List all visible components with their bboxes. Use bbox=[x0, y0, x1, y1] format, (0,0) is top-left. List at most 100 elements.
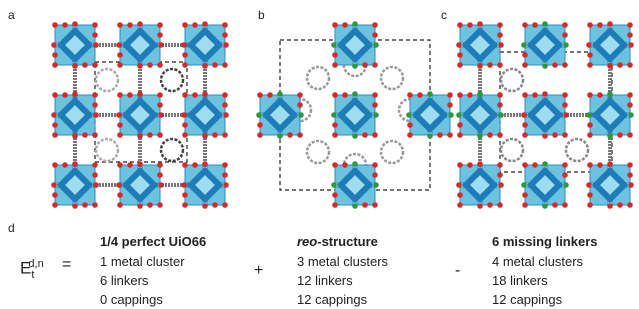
atom bbox=[427, 133, 433, 139]
atom bbox=[522, 92, 528, 98]
linker-ring bbox=[501, 139, 523, 161]
atom bbox=[542, 203, 548, 209]
atom bbox=[607, 91, 613, 97]
atom bbox=[497, 132, 503, 138]
atom bbox=[202, 133, 208, 139]
atom bbox=[562, 172, 568, 178]
atom bbox=[447, 132, 453, 138]
atom bbox=[51, 182, 57, 188]
atom bbox=[157, 162, 163, 168]
atom bbox=[627, 172, 633, 178]
atom bbox=[587, 22, 593, 28]
atom bbox=[586, 112, 592, 118]
atom bbox=[417, 92, 423, 98]
linker-ring bbox=[381, 67, 403, 89]
atom bbox=[372, 162, 378, 168]
atom bbox=[332, 162, 338, 168]
atom bbox=[352, 21, 358, 27]
term-line: 12 cappings bbox=[297, 291, 367, 309]
atom bbox=[157, 62, 163, 68]
atom bbox=[447, 92, 453, 98]
panel-label: d bbox=[8, 219, 15, 237]
panel-label: a bbox=[8, 6, 15, 24]
atom bbox=[277, 91, 283, 97]
linker-ring bbox=[566, 139, 588, 161]
linker-ring bbox=[307, 141, 329, 163]
atom bbox=[563, 112, 569, 118]
atom bbox=[563, 182, 569, 188]
atom bbox=[457, 62, 463, 68]
atom bbox=[116, 112, 122, 118]
atom bbox=[552, 132, 558, 138]
atom bbox=[372, 32, 378, 38]
atom bbox=[62, 22, 68, 28]
atom bbox=[562, 32, 568, 38]
atom bbox=[467, 92, 473, 98]
term-line: 6 linkers bbox=[100, 272, 148, 290]
atom bbox=[222, 102, 228, 108]
atom bbox=[372, 202, 378, 208]
atom bbox=[117, 122, 123, 128]
atom bbox=[352, 203, 358, 209]
atom bbox=[52, 122, 58, 128]
atom bbox=[456, 182, 462, 188]
atom bbox=[587, 132, 593, 138]
atom bbox=[223, 112, 229, 118]
atom bbox=[117, 52, 123, 58]
atom bbox=[52, 22, 58, 28]
atom bbox=[487, 62, 493, 68]
atom bbox=[137, 91, 143, 97]
atom bbox=[497, 162, 503, 168]
atom bbox=[362, 202, 368, 208]
atom bbox=[212, 62, 218, 68]
atom bbox=[137, 203, 143, 209]
atom bbox=[51, 42, 57, 48]
atom bbox=[93, 112, 99, 118]
atom bbox=[627, 162, 633, 168]
term-line: 3 metal clusters bbox=[297, 253, 388, 271]
atom bbox=[158, 182, 164, 188]
atom bbox=[147, 132, 153, 138]
atom bbox=[457, 132, 463, 138]
atom bbox=[477, 21, 483, 27]
atom bbox=[72, 133, 78, 139]
atom bbox=[522, 62, 528, 68]
atom bbox=[532, 22, 538, 28]
atom bbox=[477, 63, 483, 69]
atom bbox=[277, 133, 283, 139]
atom bbox=[487, 132, 493, 138]
atom bbox=[522, 52, 528, 58]
atom bbox=[372, 102, 378, 108]
atom bbox=[607, 133, 613, 139]
atom bbox=[72, 21, 78, 27]
atom bbox=[222, 62, 228, 68]
figure: a b c d Etd,n = 1/4 perfect UiO66 1 meta… bbox=[0, 0, 639, 309]
atom bbox=[92, 22, 98, 28]
atom bbox=[257, 122, 263, 128]
atom bbox=[457, 122, 463, 128]
atom bbox=[158, 112, 164, 118]
term-line: 0 cappings bbox=[100, 291, 163, 309]
atom bbox=[182, 52, 188, 58]
atom bbox=[597, 92, 603, 98]
atom bbox=[72, 203, 78, 209]
atom bbox=[467, 162, 473, 168]
operator: + bbox=[254, 262, 263, 280]
atom bbox=[532, 162, 538, 168]
atom bbox=[627, 62, 633, 68]
atom bbox=[587, 162, 593, 168]
atom bbox=[297, 132, 303, 138]
atom bbox=[562, 22, 568, 28]
atom bbox=[552, 62, 558, 68]
term-line: 18 linkers bbox=[492, 272, 548, 290]
atom bbox=[212, 202, 218, 208]
structure-images bbox=[0, 0, 639, 225]
atom bbox=[372, 92, 378, 98]
atom bbox=[542, 21, 548, 27]
atom bbox=[627, 102, 633, 108]
atom bbox=[52, 62, 58, 68]
equals: = bbox=[62, 256, 71, 274]
atom bbox=[372, 132, 378, 138]
atom bbox=[93, 42, 99, 48]
atom bbox=[587, 202, 593, 208]
